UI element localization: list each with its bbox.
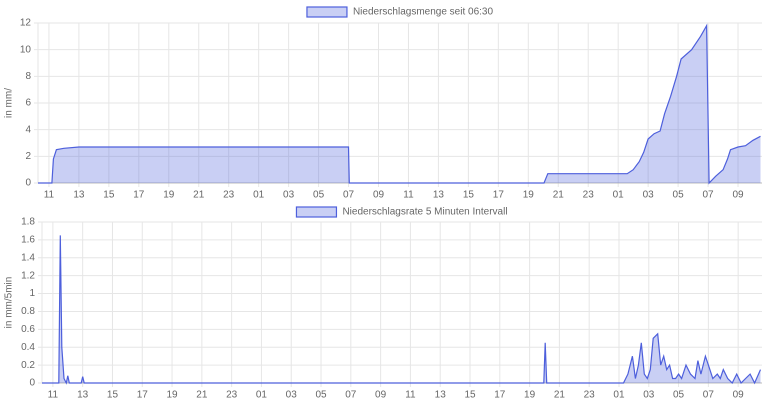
x-tick-label: 01: [613, 190, 625, 201]
x-tick-label: 17: [137, 390, 149, 401]
x-tick-label: 15: [463, 190, 475, 201]
y-tick-label: 0: [29, 378, 35, 389]
y-tick-label: 12: [20, 18, 32, 29]
x-tick-label: 03: [283, 190, 295, 201]
y-tick-label: 2: [25, 151, 31, 162]
x-tick-label: 23: [584, 390, 596, 401]
x-tick-label: 21: [193, 190, 205, 201]
y-tick-label: 0.2: [21, 360, 35, 371]
x-tick-label: 23: [226, 390, 238, 401]
x-tick-label: 21: [554, 390, 566, 401]
x-tick-label: 17: [493, 190, 505, 201]
x-tick-label: 11: [44, 190, 55, 201]
y-tick-label: 10: [20, 44, 32, 55]
x-tick-label: 03: [643, 190, 655, 201]
y-tick-label: 0.8: [21, 306, 35, 317]
legend-swatch: [306, 6, 348, 18]
x-tick-label: 19: [524, 390, 536, 401]
x-tick-label: 09: [732, 190, 744, 201]
x-tick-label: 01: [256, 390, 268, 401]
y-tick-label: 1.4: [21, 252, 35, 263]
y-tick-label: 8: [25, 71, 31, 82]
x-tick-label: 21: [553, 190, 565, 201]
legend-label: Niederschlagsmenge seit 06:30: [353, 7, 494, 18]
legend-swatch: [295, 206, 338, 218]
y-axis-label: in mm/5min: [4, 277, 15, 329]
x-tick-label: 13: [77, 390, 89, 401]
x-tick-label: 05: [313, 190, 325, 201]
x-tick-label: 15: [107, 390, 119, 401]
x-tick-label: 05: [673, 390, 685, 401]
x-tick-label: 15: [464, 390, 476, 401]
x-tick-label: 17: [133, 190, 145, 201]
x-tick-label: 03: [286, 390, 298, 401]
area-line: [38, 23, 761, 185]
x-tick-label: 05: [315, 390, 327, 401]
area-line: [42, 235, 762, 385]
x-tick-label: 01: [613, 390, 625, 401]
x-tick-label: 07: [703, 390, 715, 401]
y-tick-label: 1: [29, 288, 35, 299]
x-tick-label: 19: [166, 390, 178, 401]
y-tick-label: 0.4: [21, 342, 35, 353]
x-tick-label: 21: [196, 390, 208, 401]
y-tick-label: 4: [25, 124, 31, 135]
y-tick-label: 0.6: [21, 324, 35, 335]
y-axis-label: in mm/: [4, 88, 15, 118]
x-tick-label: 17: [494, 390, 506, 401]
x-tick-label: 05: [673, 190, 685, 201]
x-tick-label: 19: [523, 190, 535, 201]
x-tick-label: 09: [733, 390, 745, 401]
area-fill: [38, 25, 761, 184]
y-tick-label: 1.8: [21, 217, 35, 228]
x-tick-label: 13: [435, 390, 447, 401]
x-tick-label: 09: [373, 190, 385, 201]
legend-label: Niederschlagsrate 5 Minuten Intervall: [342, 207, 507, 218]
x-tick-label: 07: [345, 390, 357, 401]
y-tick-label: 1.2: [21, 270, 35, 281]
x-tick-label: 11: [48, 390, 59, 401]
x-tick-label: 13: [73, 190, 85, 201]
x-tick-label: 07: [343, 190, 355, 201]
x-tick-label: 11: [405, 390, 416, 401]
x-tick-label: 15: [103, 190, 115, 201]
y-tick-label: 6: [25, 98, 31, 109]
x-tick-label: 11: [403, 190, 414, 201]
x-tick-label: 23: [583, 190, 595, 201]
x-tick-label: 01: [253, 190, 265, 201]
y-tick-label: 1.6: [21, 235, 35, 246]
y-tick-label: 0: [25, 178, 31, 189]
x-tick-label: 03: [643, 390, 655, 401]
x-tick-label: 23: [223, 190, 235, 201]
x-tick-label: 07: [703, 190, 715, 201]
x-tick-label: 09: [375, 390, 387, 401]
x-tick-label: 19: [163, 190, 175, 201]
x-tick-label: 13: [433, 190, 445, 201]
